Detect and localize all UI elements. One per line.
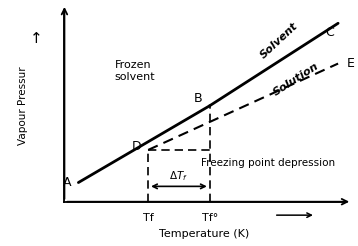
Text: Tf: Tf	[143, 213, 154, 223]
Text: Frozen
solvent: Frozen solvent	[115, 61, 155, 82]
Text: Freezing point depression: Freezing point depression	[201, 158, 335, 168]
Text: Vapour Pressur: Vapour Pressur	[18, 66, 28, 145]
Text: ↑: ↑	[30, 31, 43, 46]
Text: Solution: Solution	[272, 61, 321, 97]
Text: Solvent: Solvent	[259, 21, 300, 61]
Text: C: C	[325, 26, 334, 39]
Text: Temperature (K): Temperature (K)	[159, 229, 249, 239]
Text: A: A	[63, 176, 72, 189]
Text: B: B	[194, 92, 203, 105]
Text: D: D	[132, 139, 142, 153]
Text: Tf°: Tf°	[202, 213, 218, 223]
Text: E: E	[347, 57, 354, 70]
Text: $\Delta T_f$: $\Delta T_f$	[169, 169, 188, 183]
